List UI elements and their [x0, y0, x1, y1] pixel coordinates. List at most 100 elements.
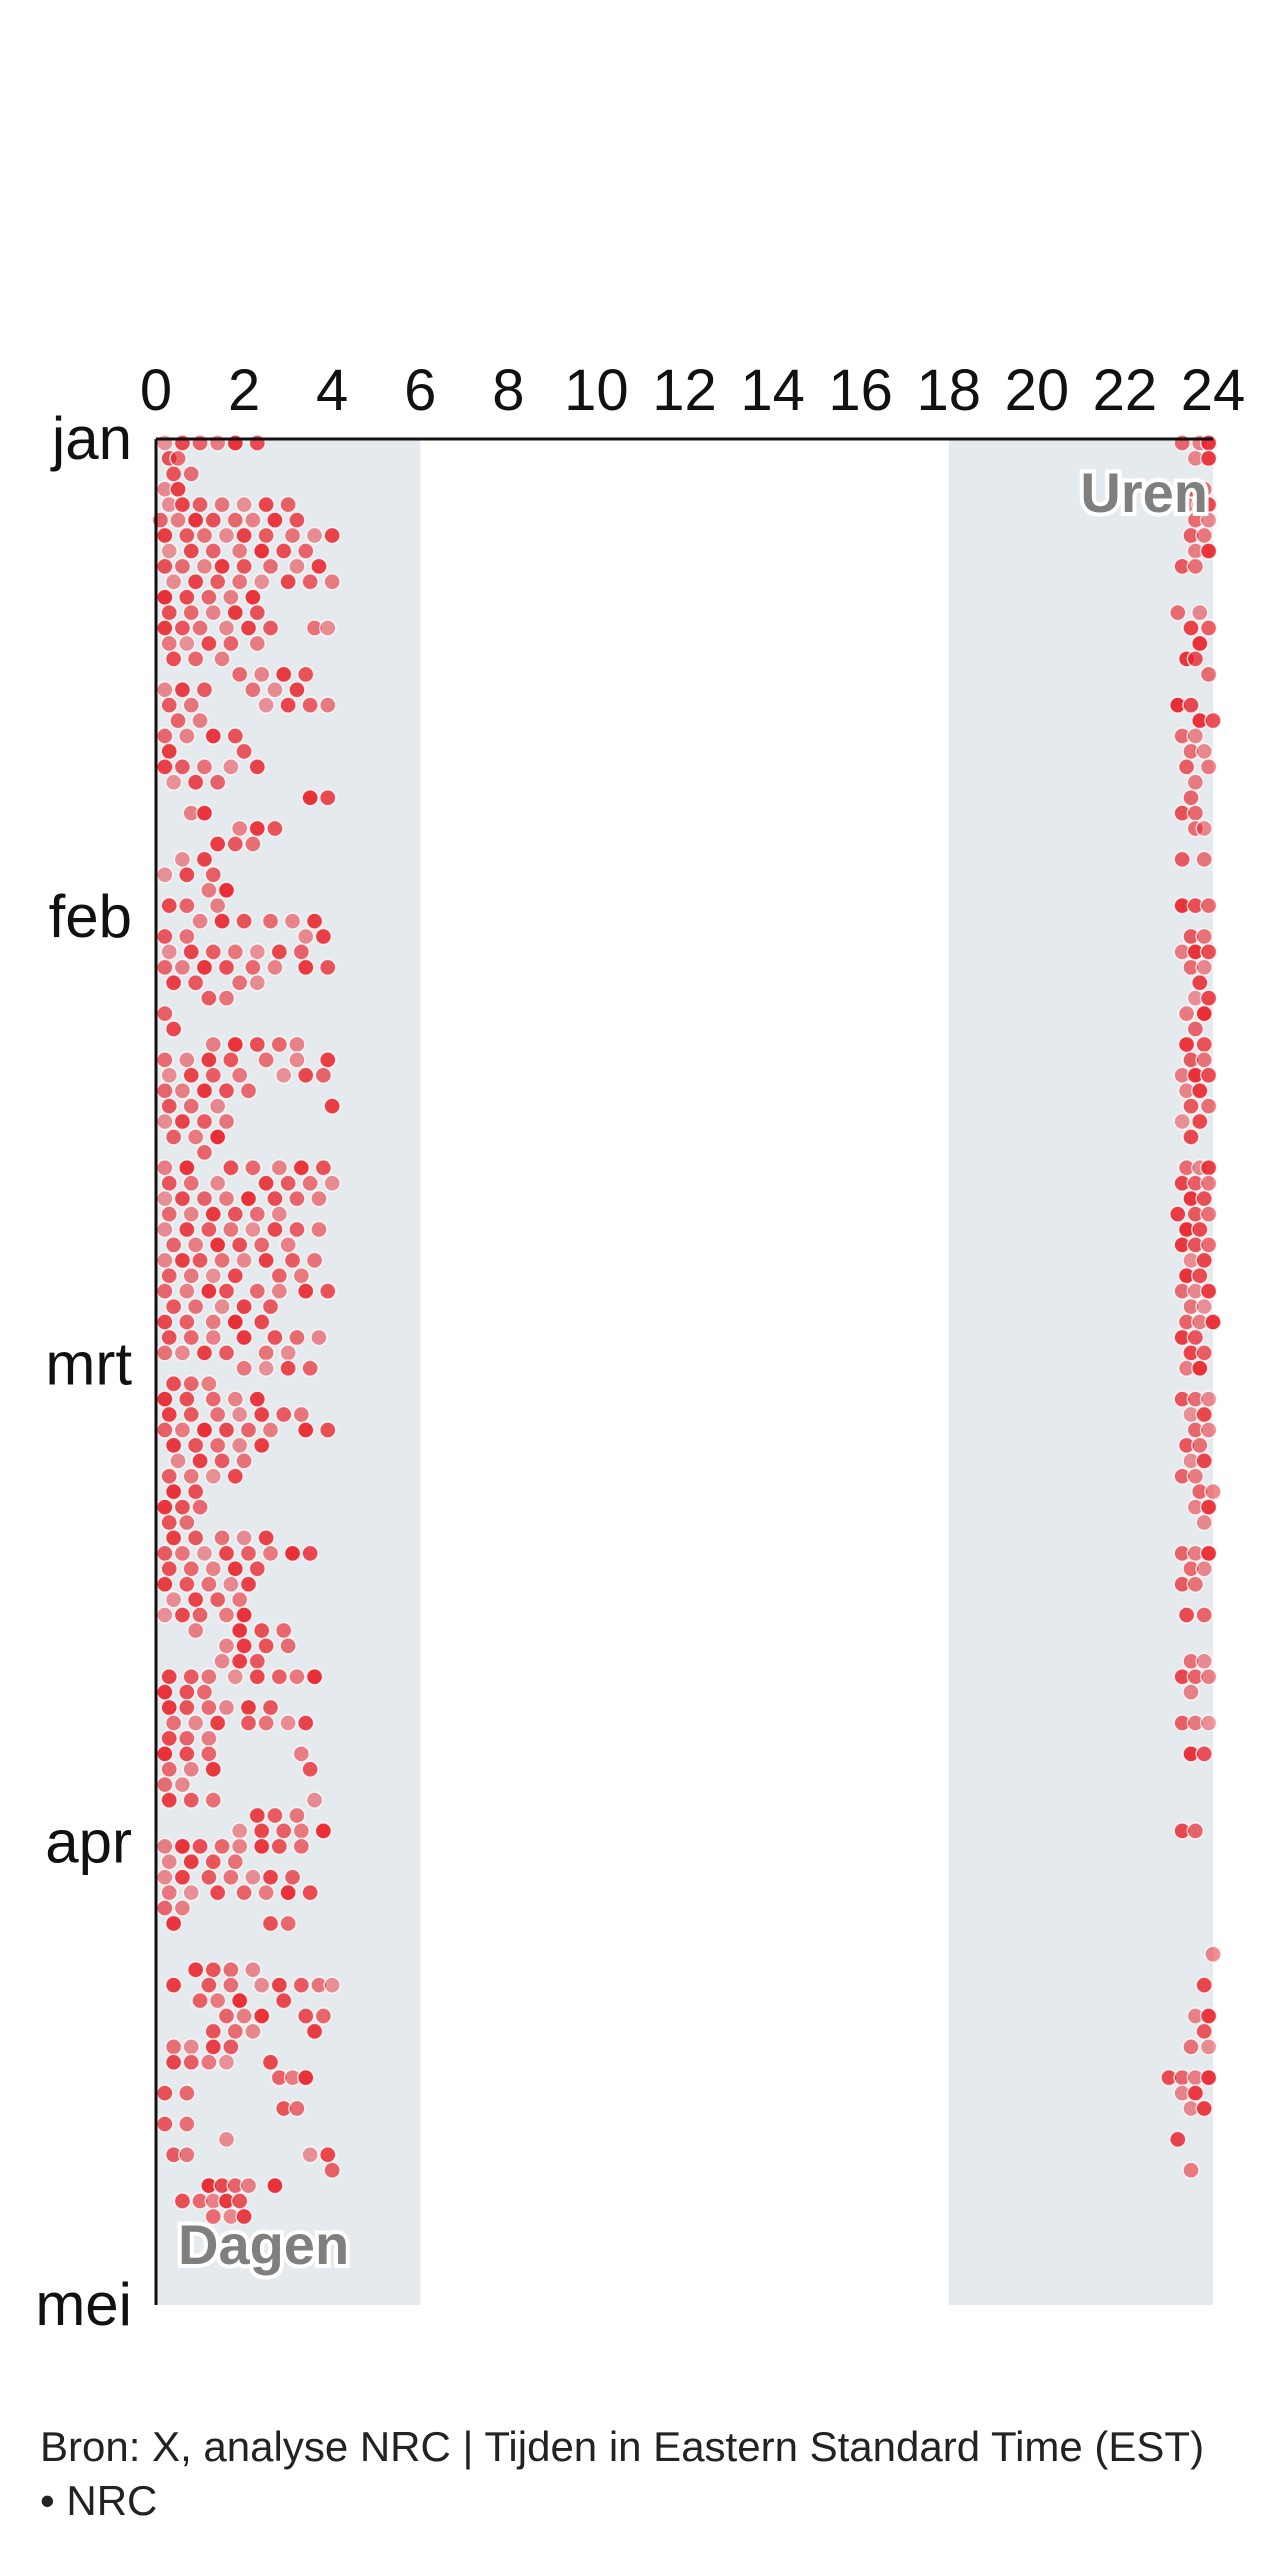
post-dot [288, 1051, 306, 1069]
post-dot [230, 819, 249, 838]
post-dot [1182, 788, 1200, 807]
post-dot [213, 557, 231, 576]
post-dot [186, 1621, 205, 1640]
post-dot [248, 758, 267, 776]
post-dot [186, 1482, 205, 1501]
post-dot [204, 1267, 223, 1285]
post-dot [230, 1621, 249, 1640]
post-dot [222, 1575, 240, 1593]
post-dot [235, 495, 253, 514]
post-dot [204, 2207, 223, 2226]
post-dot [301, 696, 319, 714]
post-dot [204, 2038, 223, 2056]
post-dot [1199, 1097, 1218, 1115]
post-dot [200, 1051, 218, 1069]
x-tick-label: 24 [1181, 358, 1246, 423]
post-dot [182, 1374, 200, 1393]
post-dot [279, 696, 297, 714]
post-dot [186, 773, 205, 792]
post-dot [208, 1174, 227, 1192]
post-dot [296, 1282, 315, 1300]
post-dot [164, 2053, 183, 2072]
month-label-mei: mei [35, 2271, 132, 2338]
post-dot [186, 1297, 205, 1316]
post-dot [164, 1297, 183, 1316]
post-dot [164, 2038, 183, 2056]
x-tick-label: 10 [564, 358, 629, 423]
post-dot [310, 557, 328, 576]
post-dot [182, 696, 200, 714]
post-dot [191, 912, 209, 930]
post-dot [1195, 526, 1213, 545]
post-dot [1199, 1544, 1218, 1563]
post-dot [248, 943, 267, 961]
post-dot [182, 1174, 200, 1192]
post-dot [301, 573, 319, 591]
post-dot [217, 1698, 236, 1717]
post-dot [301, 1544, 319, 1563]
post-dot [182, 2038, 200, 2056]
post-dot [1199, 896, 1218, 915]
post-dot [319, 2146, 337, 2164]
post-dot [226, 434, 245, 452]
post-dot [156, 434, 174, 452]
post-dot [186, 974, 205, 992]
post-dot [222, 1976, 240, 1994]
post-dot [160, 1791, 178, 1809]
post-dot [314, 2007, 333, 2025]
post-dot [213, 495, 231, 514]
post-dot [296, 1066, 315, 1085]
post-dot [164, 1482, 183, 1501]
post-dot [252, 1405, 271, 1424]
post-dot [226, 727, 245, 745]
post-dot [213, 1652, 231, 1671]
post-dot [252, 542, 271, 560]
post-dot [200, 1729, 218, 1748]
post-dot [244, 835, 262, 853]
post-dot [1191, 634, 1209, 653]
post-dot [252, 1621, 271, 1640]
post-dot [191, 1837, 209, 1856]
post-dot [257, 1637, 275, 1655]
post-dot [1191, 1359, 1209, 1378]
post-dot [156, 619, 174, 637]
post-dot [296, 1421, 315, 1439]
post-dot [1177, 758, 1196, 776]
post-dot [208, 1883, 227, 1902]
post-dot [239, 1544, 258, 1563]
post-dot [314, 927, 333, 946]
post-dot [160, 1853, 178, 1871]
post-dot [248, 1667, 267, 1686]
post-dot [1195, 1513, 1213, 1532]
post-dot [200, 1868, 218, 1886]
post-dot [160, 1174, 178, 1192]
post-dot [164, 1374, 183, 1393]
post-dot [235, 912, 253, 930]
post-dot [244, 1159, 262, 1177]
post-dot [217, 958, 236, 977]
post-dot [200, 1976, 218, 1994]
post-dot [156, 1421, 174, 1439]
post-dot [164, 1914, 183, 1933]
post-dot [160, 1760, 178, 1778]
post-dot [156, 866, 174, 884]
post-dot [173, 1421, 192, 1439]
post-dot [301, 1359, 319, 1378]
post-dot [1195, 850, 1213, 869]
post-dot [235, 1297, 253, 1316]
post-dot [1199, 758, 1218, 776]
post-dot [178, 1159, 196, 1177]
post-dot [261, 619, 280, 637]
post-dot [156, 588, 174, 606]
post-dot [292, 943, 311, 961]
post-dot [178, 1513, 196, 1532]
post-dot [235, 526, 253, 545]
post-dots [151, 434, 1222, 2226]
post-dot [296, 927, 315, 946]
post-dot [279, 495, 297, 514]
post-dot [156, 1683, 174, 1701]
post-dot [274, 1066, 293, 1085]
post-dot [156, 1544, 174, 1563]
post-dot [257, 1051, 275, 1069]
